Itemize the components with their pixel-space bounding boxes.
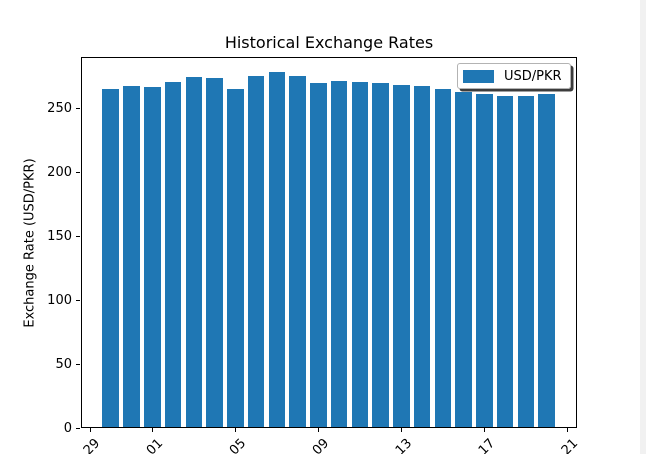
x-tick-mark bbox=[89, 428, 91, 432]
bar bbox=[517, 96, 535, 428]
y-tick-mark bbox=[76, 299, 80, 301]
bar bbox=[476, 94, 493, 428]
y-tick-label: 150 bbox=[47, 228, 72, 244]
bar bbox=[289, 76, 306, 428]
y-tick-mark bbox=[76, 363, 80, 365]
y-tick-mark bbox=[76, 235, 80, 237]
bar bbox=[434, 89, 452, 428]
y-tick-label: 50 bbox=[55, 356, 72, 372]
bar bbox=[102, 89, 120, 428]
bar bbox=[413, 86, 431, 428]
bar bbox=[538, 93, 555, 428]
y-tick-mark bbox=[76, 427, 80, 429]
bar bbox=[164, 81, 182, 428]
chart-title: Historical Exchange Rates bbox=[224, 33, 434, 52]
bar bbox=[123, 86, 140, 428]
y-tick-label: 200 bbox=[47, 165, 72, 181]
y-tick-label: 100 bbox=[47, 292, 72, 308]
bar bbox=[268, 72, 286, 428]
y-tick-label: 250 bbox=[47, 101, 72, 117]
y-tick-label: 0 bbox=[63, 420, 72, 436]
y-tick-mark bbox=[76, 108, 80, 110]
bar bbox=[247, 76, 265, 428]
bar bbox=[330, 81, 348, 428]
bar bbox=[351, 82, 369, 428]
bar bbox=[496, 96, 514, 428]
bar bbox=[372, 83, 389, 428]
x-tick-mark bbox=[400, 428, 402, 432]
legend: USD/PKR bbox=[457, 63, 571, 89]
x-tick-mark bbox=[317, 428, 319, 432]
bar bbox=[185, 77, 203, 428]
legend-color-patch-icon bbox=[463, 69, 494, 83]
bar bbox=[227, 89, 244, 428]
plot-area: USD/PKR 0 50 100 150 200 250 29 01 05 09 13 17 21 bbox=[47, 57, 581, 454]
window-right-strip bbox=[640, 0, 646, 454]
x-tick-mark bbox=[566, 428, 568, 432]
x-tick-mark bbox=[483, 428, 485, 432]
x-tick-label: 21 bbox=[558, 436, 582, 454]
bar bbox=[143, 87, 161, 428]
bar bbox=[455, 92, 472, 428]
x-tick-mark bbox=[151, 428, 153, 432]
bar bbox=[310, 83, 327, 428]
x-tick-mark bbox=[234, 428, 236, 432]
bar bbox=[393, 84, 410, 428]
legend-label: USD/PKR bbox=[504, 68, 562, 84]
y-tick-mark bbox=[76, 172, 80, 174]
bar bbox=[206, 77, 223, 428]
